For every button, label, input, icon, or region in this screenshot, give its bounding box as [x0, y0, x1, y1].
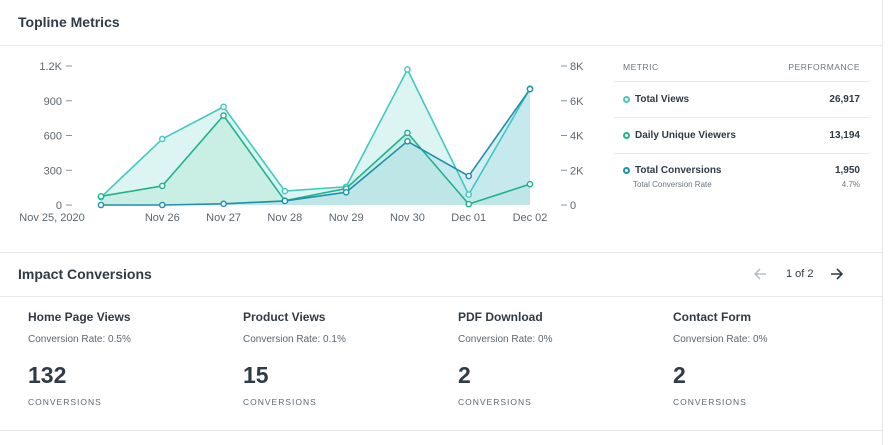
prev-page-icon[interactable]: [752, 266, 770, 282]
conversion-unit: CONVERSIONS: [458, 397, 532, 407]
x-tick-label: Nov 30: [390, 212, 425, 224]
series-point: [220, 112, 227, 119]
series-area: [101, 89, 530, 205]
y-left-tick-label: 900: [44, 96, 62, 108]
metric-row-total-views[interactable]: Total Views 26,917: [614, 82, 869, 118]
conversion-title: Product Views: [243, 310, 326, 324]
series-point: [526, 180, 534, 188]
conversion-count: 132: [28, 362, 67, 388]
metric-label: Total Conversions: [635, 165, 722, 176]
metric-value: 1,950: [834, 165, 860, 176]
series-point: [465, 172, 473, 180]
conversion-title: Contact Form: [673, 310, 751, 324]
series-point: [281, 187, 289, 195]
series-line: [100, 114, 531, 206]
conversion-count: 15: [243, 362, 269, 388]
series-point: [465, 200, 473, 208]
topline-chart: 0 300 600 900 1.2K 0 2K 4K 6K 8K Nov 25, 2020 Nov 2…: [19, 61, 584, 224]
metric-column-header: METRIC: [623, 61, 659, 72]
metric-value: 13,194: [829, 130, 860, 141]
x-tick-label: Nov 28: [267, 212, 302, 224]
series-line: [101, 88, 531, 206]
conversion-count: 2: [673, 362, 686, 388]
series-point: [158, 135, 166, 143]
x-tick-label: Dec 01: [451, 212, 486, 224]
conversion-card-home-page-views[interactable]: Home Page Views Conversion Rate: 0.5% 13…: [28, 310, 228, 407]
conversion-rate: Conversion Rate: 0.1%: [243, 334, 346, 345]
series-point: [97, 201, 105, 209]
y-right-tick-label: 4K: [570, 131, 584, 143]
conversion-title: Home Page Views: [28, 310, 131, 324]
series-line: [100, 67, 531, 198]
conversion-rate-label: Total Conversion Rate: [633, 180, 712, 189]
y-left-tick-label: 600: [44, 131, 62, 143]
conversion-rate: Conversion Rate: 0%: [673, 334, 768, 345]
x-tick-label: Nov 29: [329, 212, 364, 224]
metric-row-total-conversions[interactable]: Total Conversions 1,950 Total Conversion…: [614, 154, 869, 200]
impact-divider: [0, 296, 883, 297]
conversion-count: 2: [458, 362, 471, 388]
series-point: [526, 85, 534, 93]
conversion-card-contact-form[interactable]: Contact Form Conversion Rate: 0% 2 CONVE…: [673, 310, 873, 407]
metrics-header: METRIC PERFORMANCE: [614, 52, 869, 82]
series-point: [158, 182, 166, 190]
y-left-tick-label: 0: [56, 200, 62, 212]
y-right-tick-label: 2K: [570, 165, 584, 177]
bottom-divider: [0, 430, 883, 431]
series-point: [404, 129, 411, 137]
y-right-tick-label: 0: [570, 200, 576, 212]
conversion-card-product-views[interactable]: Product Views Conversion Rate: 0.1% 15 C…: [243, 310, 443, 407]
series-point: [97, 193, 105, 200]
y-right-tick-label: 8K: [570, 61, 584, 73]
pager: 1 of 2: [752, 266, 846, 282]
conversion-rate: Conversion Rate: 0%: [458, 334, 553, 345]
conversion-rate: Conversion Rate: 0.5%: [28, 334, 131, 345]
series-dot-icon: [623, 132, 630, 139]
x-tick-label: Dec 02: [513, 212, 548, 224]
conversion-unit: CONVERSIONS: [243, 397, 317, 407]
conversion-unit: CONVERSIONS: [673, 397, 747, 407]
y-left-tick-label: 300: [44, 165, 62, 177]
series-dot-icon: [623, 96, 630, 103]
page-indicator: 1 of 2: [786, 268, 814, 280]
series-point: [220, 200, 227, 208]
series-dot-icon: [623, 167, 630, 174]
conversion-rate-value: 4.7%: [841, 180, 860, 189]
series-point: [465, 191, 473, 198]
x-tick-label: Nov 25, 2020: [19, 212, 84, 224]
y-right-tick-label: 6K: [570, 96, 584, 108]
series-point: [220, 103, 227, 111]
section-divider: [0, 252, 883, 253]
conversion-title: PDF Download: [458, 310, 543, 324]
series-point: [281, 197, 289, 205]
next-page-icon[interactable]: [828, 266, 846, 282]
series-point: [404, 137, 411, 145]
topline-title: Topline Metrics: [18, 14, 120, 30]
conversion-unit: CONVERSIONS: [28, 397, 102, 407]
metric-label: Total Views: [635, 94, 690, 105]
conversion-card-pdf-download[interactable]: PDF Download Conversion Rate: 0% 2 CONVE…: [458, 310, 658, 407]
metric-value: 26,917: [829, 94, 860, 105]
series-point: [404, 66, 411, 73]
impact-title: Impact Conversions: [18, 266, 152, 282]
metric-label: Daily Unique Viewers: [635, 130, 736, 141]
metric-row-daily-unique-viewers[interactable]: Daily Unique Viewers 13,194: [614, 118, 869, 154]
series-point: [342, 188, 350, 196]
topline-divider: [0, 45, 883, 46]
x-tick-label: Nov 27: [206, 212, 241, 224]
x-tick-label: Nov 26: [145, 212, 180, 224]
performance-column-header: PERFORMANCE: [788, 61, 860, 72]
series-point: [158, 201, 166, 209]
y-left-tick-label: 1.2K: [39, 61, 62, 73]
metrics-table: METRIC PERFORMANCE Total Views 26,917 Da…: [614, 52, 869, 200]
